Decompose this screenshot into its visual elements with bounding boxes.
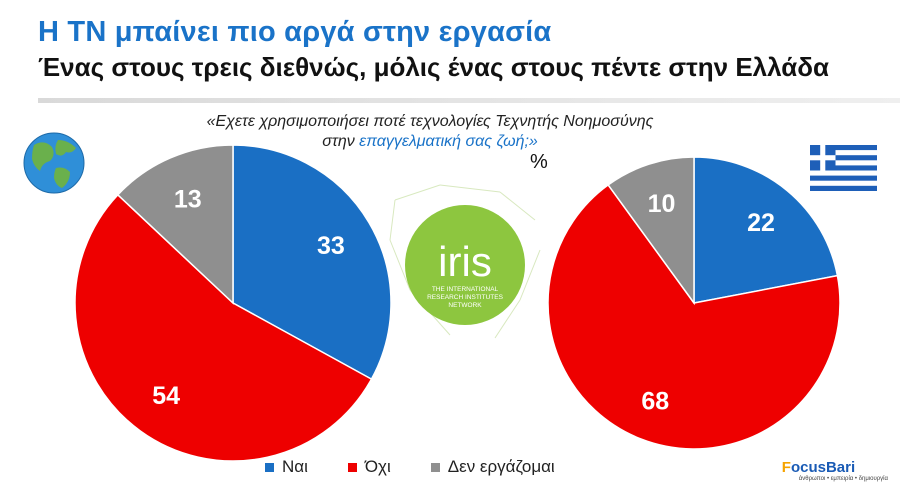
iris-logo-name: iris bbox=[438, 238, 492, 285]
iris-caption-1: THE INTERNATIONAL bbox=[432, 286, 499, 293]
pie-greece-label-yes: 22 bbox=[747, 209, 775, 237]
pie-greece-slice-yes bbox=[693, 156, 839, 304]
pie-greece-slice-not-working bbox=[607, 156, 695, 306]
brand-name-prefix: F bbox=[781, 459, 791, 476]
pie-greece-label-no: 68 bbox=[641, 388, 669, 416]
iris-logo: iris THE INTERNATIONAL RESEARCH INSTITUT… bbox=[389, 184, 541, 339]
question-line-1: «Εχετε χρησιμοποιήσει ποτέ τεχνολογίες Τ… bbox=[206, 113, 654, 130]
pie-world-slice-yes bbox=[232, 144, 392, 381]
unit-label: % bbox=[530, 151, 548, 173]
question-line-2: στην επαγγελματική σας ζωή;» bbox=[190, 132, 670, 152]
brand-tagline: άνθρωποι • εμπειρία • δημιουργία bbox=[798, 476, 888, 482]
iris-caption-2: RESEARCH INSTITUTES bbox=[427, 294, 504, 301]
question-highlight: επαγγελματική σας ζωή;» bbox=[359, 133, 538, 150]
pie-greece-label-not-working: 10 bbox=[648, 190, 676, 218]
globe-icon bbox=[23, 132, 85, 194]
pie-greece: 22 68 10 bbox=[547, 156, 841, 450]
pie-world-slice-not-working bbox=[116, 144, 234, 305]
chart-legend: Ναι Όχι Δεν εργάζομαι bbox=[265, 457, 555, 477]
pie-world-label-not-working: 13 bbox=[174, 186, 202, 214]
iris-caption-3: NETWORK bbox=[448, 302, 482, 309]
pie-world-slice-no bbox=[74, 193, 373, 462]
legend-swatch-not-working bbox=[430, 462, 440, 472]
survey-question: «Εχετε χρησιμοποιήσει ποτέ τεχνολογίες Τ… bbox=[190, 112, 670, 152]
pie-world-label-no: 54 bbox=[152, 382, 180, 410]
legend-item-no: Όχι bbox=[347, 457, 391, 477]
pie-greece-slice-no bbox=[547, 183, 841, 450]
question-line-2-prefix: στην bbox=[322, 133, 360, 150]
brand-name: FocusBari bbox=[782, 459, 888, 476]
legend-item-yes: Ναι bbox=[265, 457, 308, 477]
focusbari-logo: FocusBari άνθρωποι • εμπειρία • δημιουργ… bbox=[782, 459, 888, 482]
page-title: Η ΤΝ μπαίνει πιο αργά στην εργασία bbox=[38, 16, 552, 48]
header-divider bbox=[38, 98, 900, 103]
legend-label-no: Όχι bbox=[364, 457, 391, 476]
legend-label-yes: Ναι bbox=[282, 457, 308, 476]
legend-swatch-no bbox=[347, 462, 357, 472]
brand-name-rest: ocusBari bbox=[790, 459, 856, 476]
legend-swatch-yes bbox=[265, 462, 274, 472]
pie-world-label-yes: 33 bbox=[317, 232, 345, 260]
legend-label-not-working: Δεν εργάζομαι bbox=[447, 457, 555, 476]
page-subtitle: Ένας στους τρεις διεθνώς, μόλις ένας στο… bbox=[38, 52, 830, 82]
greek-flag-icon bbox=[810, 145, 877, 191]
pie-world: 33 54 13 bbox=[74, 144, 392, 462]
legend-item-not-working: Δεν εργάζομαι bbox=[430, 457, 555, 477]
